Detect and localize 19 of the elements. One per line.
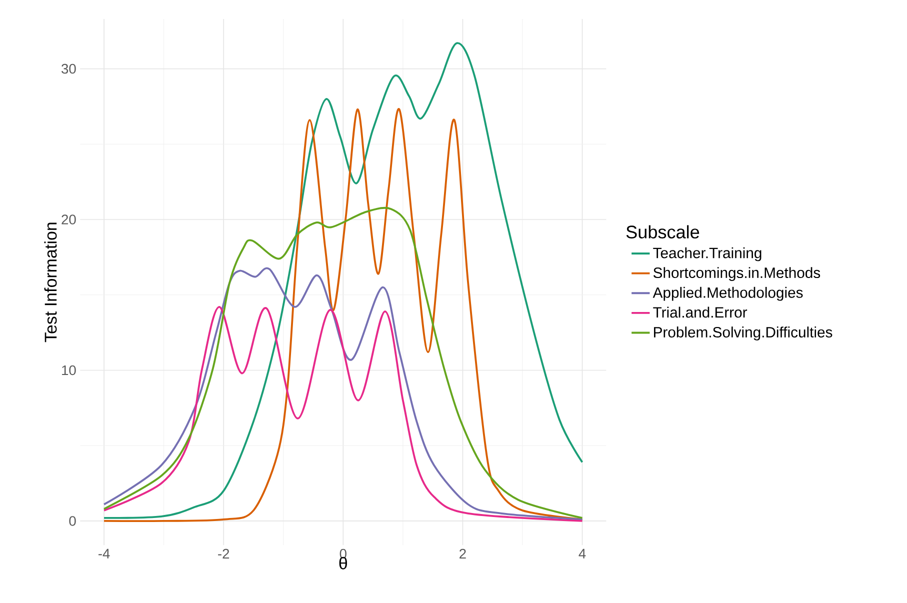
y-tick-label: 20: [62, 214, 76, 224]
y-axis-title: Test Information: [44, 222, 57, 342]
legend-label: Trial.and.Error: [653, 306, 748, 318]
y-tick-label: 10: [62, 365, 76, 376]
x-tick-label: -2: [218, 548, 230, 558]
x-tick-label: 4: [578, 548, 586, 558]
line-series: [103, 206, 584, 519]
x-tick-label: 2: [460, 548, 466, 558]
legend-label: Problem.Solving.Difficulties: [654, 326, 832, 340]
line-series: [103, 306, 584, 522]
legend-label: Shortcomings.in.Methods: [653, 267, 820, 281]
y-tick-label: 0: [69, 516, 76, 526]
line-series: [103, 267, 584, 520]
y-tick-label: 30: [62, 64, 76, 74]
x-tick-label: -4: [98, 548, 110, 558]
legend-label: Teacher.Training: [653, 247, 762, 262]
x-axis-title: θ: [339, 556, 347, 570]
legend-label: Applied.Methodologies: [652, 286, 803, 301]
legend-title: Subscale: [626, 225, 700, 238]
